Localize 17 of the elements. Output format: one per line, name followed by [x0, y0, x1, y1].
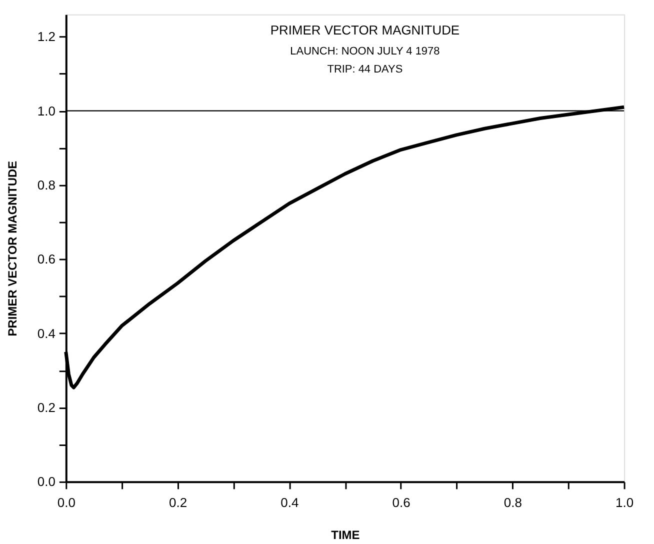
x-tick-label: 0.2 [169, 495, 188, 510]
text: LAUNCH: NOON JULY 4 1978 TRIP: 44 DAYS [290, 45, 440, 76]
x-tick-label: 0.8 [504, 495, 522, 510]
y-tick-label: 1.0 [37, 103, 56, 118]
x-tick-label: 0.4 [280, 495, 299, 510]
y-tick-label: 0.4 [37, 326, 56, 341]
y-tick-label: 0.6 [37, 252, 56, 267]
y-tick-label: 1.2 [37, 29, 56, 44]
x-tick-label: 0.0 [57, 495, 76, 510]
text: PRIMER VECTOR MAGNITUDE [270, 22, 460, 38]
y-tick-label: 0.0 [37, 474, 56, 490]
x-tick-label: 0.6 [392, 495, 410, 510]
x-tick-label: 1.0 [616, 495, 634, 510]
x-axis-title: TIME [331, 528, 360, 542]
y-tick-label: 0.2 [37, 400, 56, 415]
y-tick-label: 0.8 [37, 177, 56, 192]
y-axis-title: PRIMER VECTOR MAGNITUDE [5, 160, 20, 336]
